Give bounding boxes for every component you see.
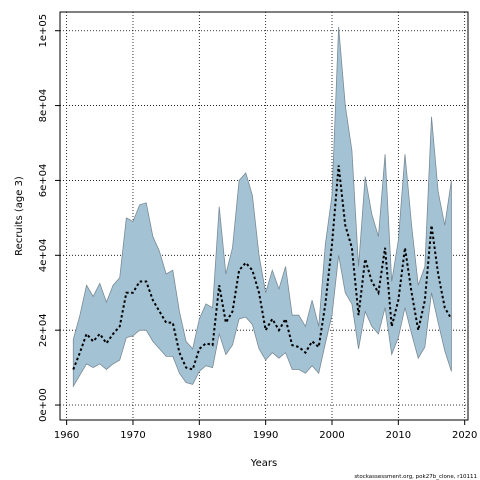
credit-text: stockassessment.org, pok27b_clone, r1011… <box>354 474 477 480</box>
confidence-band <box>72 26 452 388</box>
y-tick-label: 2e+04 <box>38 313 49 347</box>
x-tick-label: 1960 <box>54 430 79 441</box>
x-axis: 1960 1970 1980 1990 2000 2010 2020 <box>54 420 477 441</box>
x-tick-label: 2020 <box>452 430 477 441</box>
x-tick-label: 2000 <box>319 430 344 441</box>
x-tick-label: 1990 <box>253 430 278 441</box>
x-tick-label: 2010 <box>386 430 411 441</box>
x-tick-label: 1980 <box>187 430 212 441</box>
plot-frame <box>59 11 469 421</box>
x-axis-title: Years <box>250 458 277 469</box>
y-tick-label: 4e+04 <box>38 238 49 272</box>
y-axis: 0e+00 2e+04 4e+04 6e+04 8e+04 1e+05 <box>38 14 60 422</box>
y-tick-label: 0e+00 <box>38 388 49 422</box>
y-axis-title: Recruits (age 3) <box>14 176 25 256</box>
x-tick-label: 1970 <box>120 430 145 441</box>
y-tick-label: 8e+04 <box>38 89 49 123</box>
estimate-line <box>72 165 453 371</box>
y-tick-label: 6e+04 <box>38 164 49 198</box>
y-tick-label: 1e+05 <box>38 14 49 48</box>
